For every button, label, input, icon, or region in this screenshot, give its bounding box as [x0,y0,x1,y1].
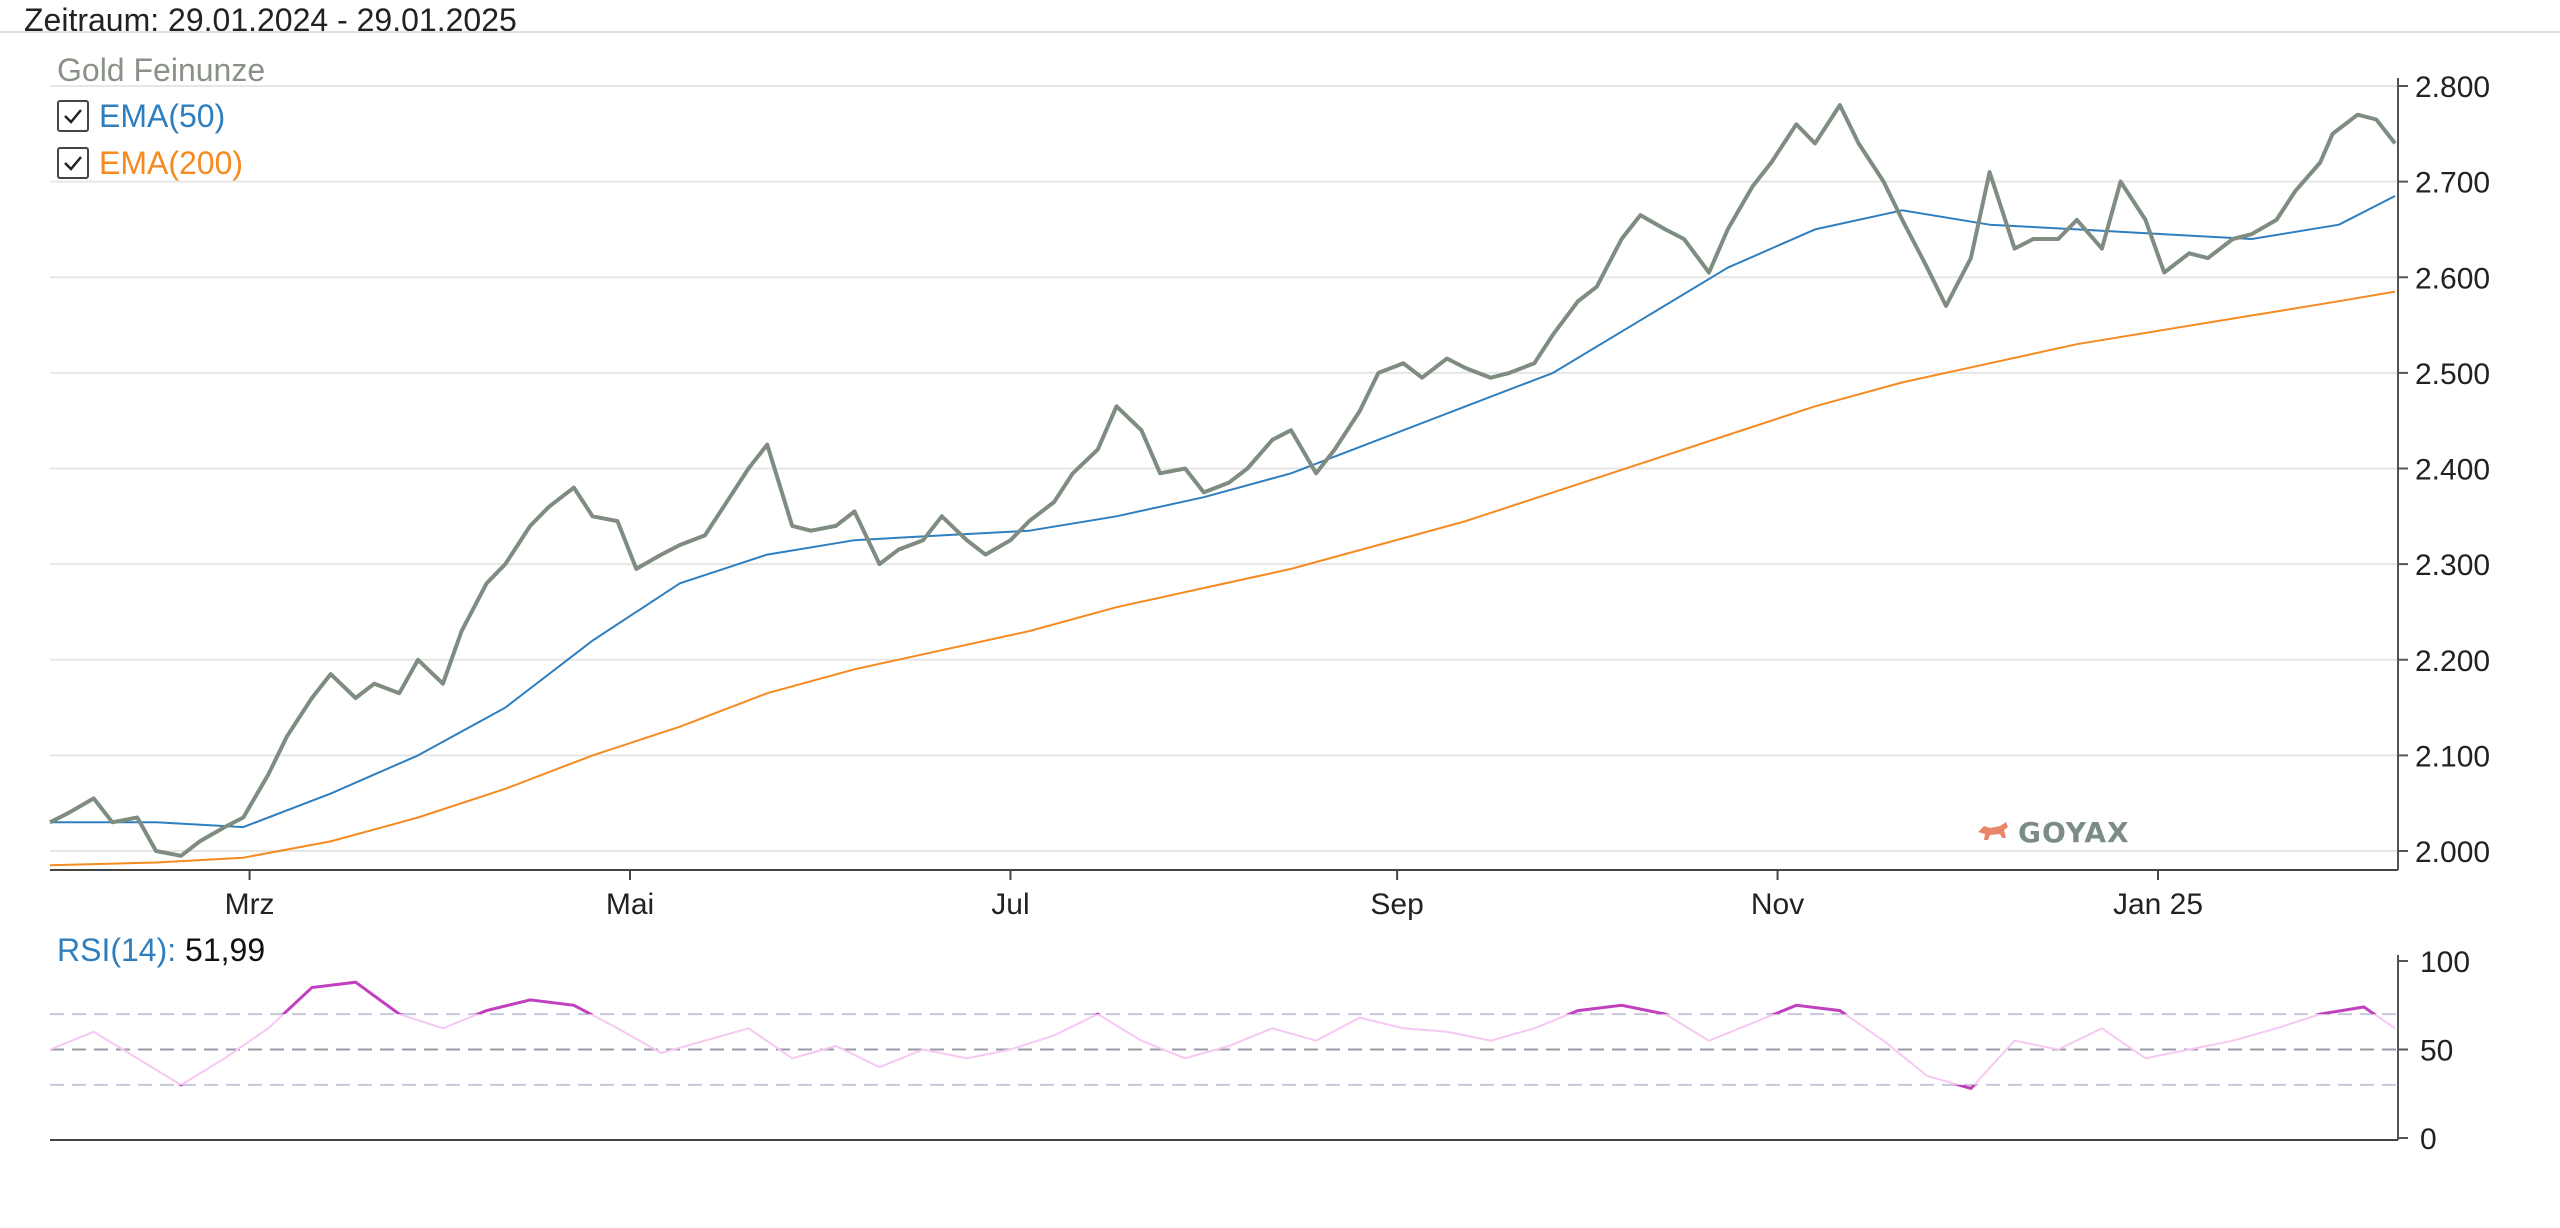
goyax-logo: GOYAX [1976,812,2130,852]
legend-toggle-ema200[interactable]: EMA(200) [57,143,243,183]
checkmark-icon [64,109,82,124]
rsi-line [49,981,2396,1090]
rsi-y-tick-label: 50 [2420,1035,2453,1068]
x-tick-label: Jul [991,888,1029,921]
y-tick-label: 2.500 [2415,358,2490,391]
legend-label-ema50: EMA(50) [99,97,226,134]
logo-text: GOYAX [2018,815,2130,849]
x-tick-label: Mai [606,888,654,921]
legend-title: Gold Feinunze [57,52,266,88]
x-tick-label: Nov [1751,888,1804,921]
rsi-y-tick-label: 0 [2420,1123,2437,1156]
main-grid: 2.000 2.100 2.200 2.300 2.400 2.500 2.600 2.700… [50,71,2490,869]
series-line-gold-feinunze [49,103,2397,858]
y-tick-label: 2.700 [2415,167,2490,200]
x-ticks: Mrz Mai Jul Sep Nov Jan 25 [225,870,2203,921]
series-line-ema-200 [49,290,2396,867]
y-tick-label: 2.400 [2415,454,2490,487]
checkbox-ema50[interactable] [57,100,89,132]
rsi-pane: 0 50 100 [50,946,2470,1156]
rsi-y-tick-label: 100 [2420,946,2470,979]
y-tick-label: 2.300 [2415,549,2490,582]
x-tick-label: Mrz [225,888,275,921]
y-tick-label: 2.200 [2415,645,2490,678]
rsi-label: RSI(14): [57,932,177,968]
y-tick-label: 2.000 [2415,836,2490,869]
legend-toggle-ema50[interactable]: EMA(50) [57,96,225,136]
x-tick-label: Sep [1370,888,1423,921]
rsi-value: 51,99 [185,932,266,968]
series-line-ema-50 [50,195,2396,829]
y-tick-label: 2.800 [2415,71,2490,104]
rsi-line-extreme [49,980,2396,1091]
checkbox-ema200[interactable] [57,147,89,179]
checkmark-icon [64,156,82,171]
y-tick-label: 2.600 [2415,262,2490,295]
legend-label-ema200: EMA(200) [99,144,244,181]
bull-icon [1978,822,2008,840]
y-tick-label: 2.100 [2415,740,2490,773]
x-tick-label: Jan 25 [2113,888,2203,921]
rsi-readout: RSI(14): 51,99 [57,932,265,969]
